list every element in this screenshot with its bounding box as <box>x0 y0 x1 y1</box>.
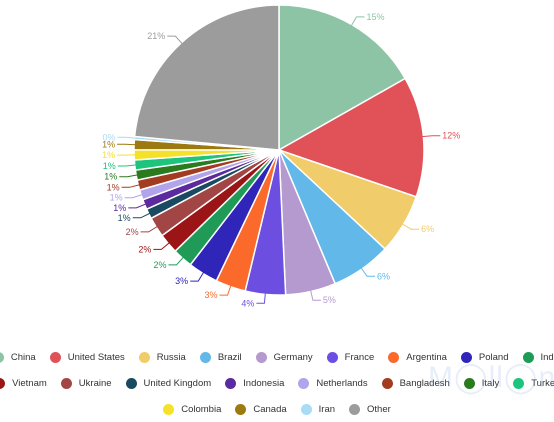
slice-label-italy: 1% <box>104 172 117 182</box>
legend-label: Netherlands <box>316 378 367 389</box>
legend-label: Germany <box>274 352 313 363</box>
slice-label-poland: 3% <box>175 276 188 286</box>
legend-label: Indonesia <box>243 378 284 389</box>
legend-swatch <box>61 378 72 389</box>
legend-swatch <box>0 352 4 363</box>
slice-label-argentina: 3% <box>204 290 217 300</box>
legend-swatch <box>126 378 137 389</box>
legend-swatch <box>50 352 61 363</box>
legend-swatch <box>225 378 236 389</box>
slice-label-netherlands: 1% <box>110 193 123 203</box>
legend-swatch <box>388 352 399 363</box>
legend-swatch <box>200 352 211 363</box>
legend-item-germany[interactable]: Germany <box>256 352 313 363</box>
legend-label: United Kingdom <box>144 378 212 389</box>
legend-label: Ukraine <box>79 378 112 389</box>
slice-label-other: 21% <box>147 31 165 41</box>
leader-line-canada <box>117 144 137 145</box>
slice-label-iran: 0% <box>102 132 115 142</box>
legend-swatch <box>139 352 150 363</box>
legend-item-united-states[interactable]: United States <box>50 352 125 363</box>
pie-slices <box>134 5 424 295</box>
legend-label: United States <box>68 352 125 363</box>
legend-swatch <box>0 378 5 389</box>
legend-item-ukraine[interactable]: Ukraine <box>61 378 112 389</box>
legend-label: Russia <box>157 352 186 363</box>
slice-label-indonesia: 1% <box>113 203 126 213</box>
legend-swatch <box>256 352 267 363</box>
legend-item-united-kingdom[interactable]: United Kingdom <box>126 378 212 389</box>
legend-item-netherlands[interactable]: Netherlands <box>298 378 367 389</box>
legend-item-france[interactable]: France <box>327 352 375 363</box>
slice-label-germany: 5% <box>323 295 336 305</box>
slice-label-turkey: 1% <box>103 161 116 171</box>
slice-label-china: 15% <box>367 12 385 22</box>
slice-label-brazil: 6% <box>377 271 390 281</box>
legend-item-indonesia[interactable]: Indonesia <box>225 378 284 389</box>
legend-swatch <box>298 378 309 389</box>
legend-swatch <box>327 352 338 363</box>
watermark-logo: M◯ll◯n <box>428 360 554 395</box>
legend-item-vietnam[interactable]: Vietnam <box>0 378 47 389</box>
legend-item-brazil[interactable]: Brazil <box>200 352 242 363</box>
slice-label-bangladesh: 1% <box>107 182 120 192</box>
slice-label-india: 2% <box>153 260 166 270</box>
legend-label: Vietnam <box>12 378 47 389</box>
legend-label: China <box>11 352 36 363</box>
pie-chart: 15%12%6%6%5%4%3%3%2%2%2%1%1%1%1%1%1%1%1%… <box>0 0 554 330</box>
legend-label: France <box>345 352 375 363</box>
slice-label-france: 4% <box>241 298 254 308</box>
slice-label-united-kingdom: 1% <box>118 213 131 223</box>
slice-label-ukraine: 2% <box>126 227 139 237</box>
slice-label-united-states: 12% <box>442 131 460 141</box>
legend-item-russia[interactable]: Russia <box>139 352 186 363</box>
slice-label-vietnam: 2% <box>138 244 151 254</box>
slice-label-russia: 6% <box>421 224 434 234</box>
legend-item-china[interactable]: China <box>0 352 36 363</box>
legend-swatch <box>382 378 393 389</box>
slice-label-colombia: 1% <box>102 150 115 160</box>
legend-label: Brazil <box>218 352 242 363</box>
slice-other <box>135 5 279 150</box>
